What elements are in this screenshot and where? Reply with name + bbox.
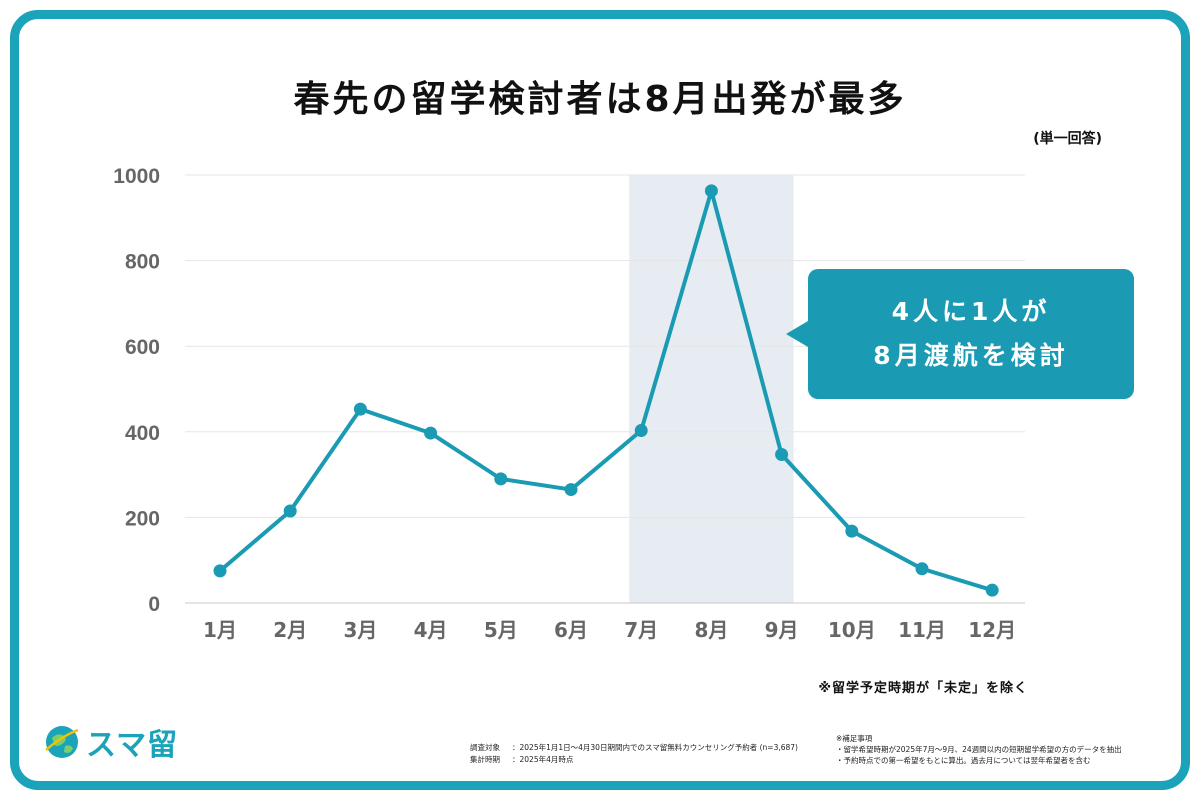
- data-point-4月: [424, 426, 438, 440]
- logo: スマ留: [44, 720, 178, 764]
- data-point-10月: [845, 524, 859, 538]
- data-point-11月: [915, 562, 929, 576]
- survey-target-value: ：2025年1月1日〜4月30日期間内でのスマ留無料カウンセリング予約者 (n=…: [512, 743, 798, 752]
- unit-note: (単一回答): [1033, 131, 1102, 147]
- data-point-5月: [494, 472, 508, 486]
- x-tick-label: 6月: [554, 618, 588, 642]
- y-tick-label: 800: [125, 251, 160, 274]
- data-point-9月: [775, 447, 789, 461]
- x-tick-label: 12月: [968, 618, 1016, 642]
- survey-period-label: 集計時期: [470, 755, 500, 764]
- y-tick-label: 1000: [113, 165, 160, 188]
- x-tick-label: 8月: [694, 618, 728, 642]
- supplement-line-1: ・留学希望時期が2025年7月〜9月、24週間以内の短期留学希望の方のデータを抽…: [836, 745, 1122, 754]
- y-tick-label: 600: [125, 336, 160, 359]
- exclusion-note: ※留学予定時期が「未定」を除く: [818, 681, 1028, 696]
- survey-info: 調査対象 ：2025年1月1日〜4月30日期間内でのスマ留無料カウンセリング予約…: [470, 742, 798, 766]
- data-point-6月: [564, 483, 578, 497]
- data-point-8月: [704, 184, 718, 198]
- logo-text: スマ留: [86, 728, 179, 763]
- data-point-1月: [213, 564, 227, 578]
- supplement-line-2: ・予約時点での第一希望をもとに算出。過去月については翌年希望者を含む: [836, 756, 1091, 765]
- y-tick-label: 200: [125, 507, 160, 530]
- callout-box: 4人に1人が 8月渡航を検討: [786, 269, 1134, 399]
- data-point-2月: [283, 504, 297, 518]
- x-tick-label: 9月: [765, 618, 799, 642]
- data-point-7月: [634, 424, 648, 438]
- x-tick-label: 11月: [898, 618, 946, 642]
- data-point-12月: [985, 583, 999, 597]
- y-tick-label: 0: [148, 593, 160, 616]
- supplement-heading: ※補足事項: [836, 734, 873, 743]
- data-point-3月: [353, 402, 367, 416]
- x-tick-label: 10月: [828, 618, 876, 642]
- chart-title: 春先の留学検討者は8月出発が最多: [293, 79, 907, 120]
- survey-target-label: 調査対象: [470, 743, 500, 752]
- card-frame: [10, 10, 1190, 790]
- globe-icon: [45, 726, 79, 758]
- callout-line-2: 8月渡航を検討: [873, 341, 1069, 370]
- survey-period-value: ：2025年4月時点: [512, 755, 574, 764]
- x-tick-label: 7月: [624, 618, 658, 642]
- x-tick-label: 1月: [203, 618, 237, 642]
- x-tick-label: 4月: [414, 618, 448, 642]
- series-line: [218, 188, 993, 593]
- x-tick-label: 5月: [484, 618, 518, 642]
- callout-line-1: 4人に1人が: [891, 297, 1051, 326]
- x-tick-label: 2月: [273, 618, 307, 642]
- supplement-notes: ※補足事項 ・留学希望時期が2025年7月〜9月、24週間以内の短期留学希望の方…: [836, 733, 1122, 766]
- x-tick-label: 3月: [343, 618, 377, 642]
- y-tick-label: 400: [125, 422, 160, 445]
